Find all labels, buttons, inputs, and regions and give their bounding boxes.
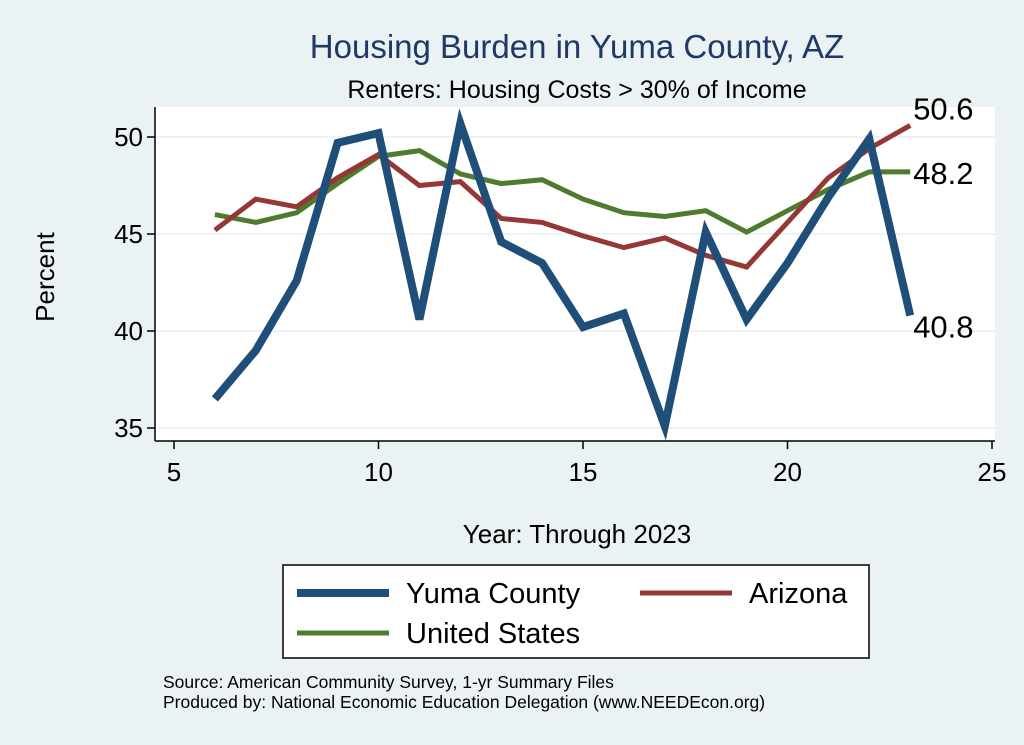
y-tick-label: 35 bbox=[114, 413, 143, 443]
source-line-2: Produced by: National Economic Education… bbox=[163, 692, 765, 712]
y-axis-title: Percent bbox=[30, 231, 60, 321]
series-line-yuma-county bbox=[211, 108, 915, 441]
x-tick-label: 20 bbox=[773, 457, 802, 487]
source-line-1: Source: American Community Survey, 1-yr … bbox=[163, 672, 614, 692]
legend-label: Yuma County bbox=[406, 578, 581, 610]
axes: 35 40 45 50 5 10 15 20 25 bbox=[114, 107, 1006, 487]
legend-label: United States bbox=[406, 618, 580, 650]
series-line-united-states bbox=[214, 148, 911, 235]
x-tick-label: 15 bbox=[569, 457, 598, 487]
chart-subtitle: Renters: Housing Costs > 30% of Income bbox=[347, 76, 806, 104]
x-tick-label: 25 bbox=[978, 457, 1007, 487]
end-label: 48.2 bbox=[913, 156, 973, 191]
series-line-arizona bbox=[213, 123, 912, 270]
y-tick-label: 50 bbox=[114, 122, 143, 152]
chart-title: Housing Burden in Yuma County, AZ bbox=[310, 28, 844, 65]
y-tick-label: 40 bbox=[114, 316, 143, 346]
legend: Yuma County Arizona United States bbox=[282, 564, 870, 659]
end-labels: 40.8 50.6 48.2 bbox=[913, 91, 973, 344]
plot-area bbox=[155, 107, 995, 441]
legend-box bbox=[282, 564, 870, 659]
x-tick-label: 5 bbox=[167, 457, 181, 487]
end-label: 40.8 bbox=[913, 309, 973, 344]
x-axis-title: Year: Through 2023 bbox=[463, 519, 691, 549]
legend-label: Arizona bbox=[749, 578, 848, 610]
series-lines bbox=[211, 108, 915, 441]
x-tick-label: 10 bbox=[364, 457, 393, 487]
end-label: 50.6 bbox=[913, 91, 973, 126]
y-tick-label: 45 bbox=[114, 219, 143, 249]
